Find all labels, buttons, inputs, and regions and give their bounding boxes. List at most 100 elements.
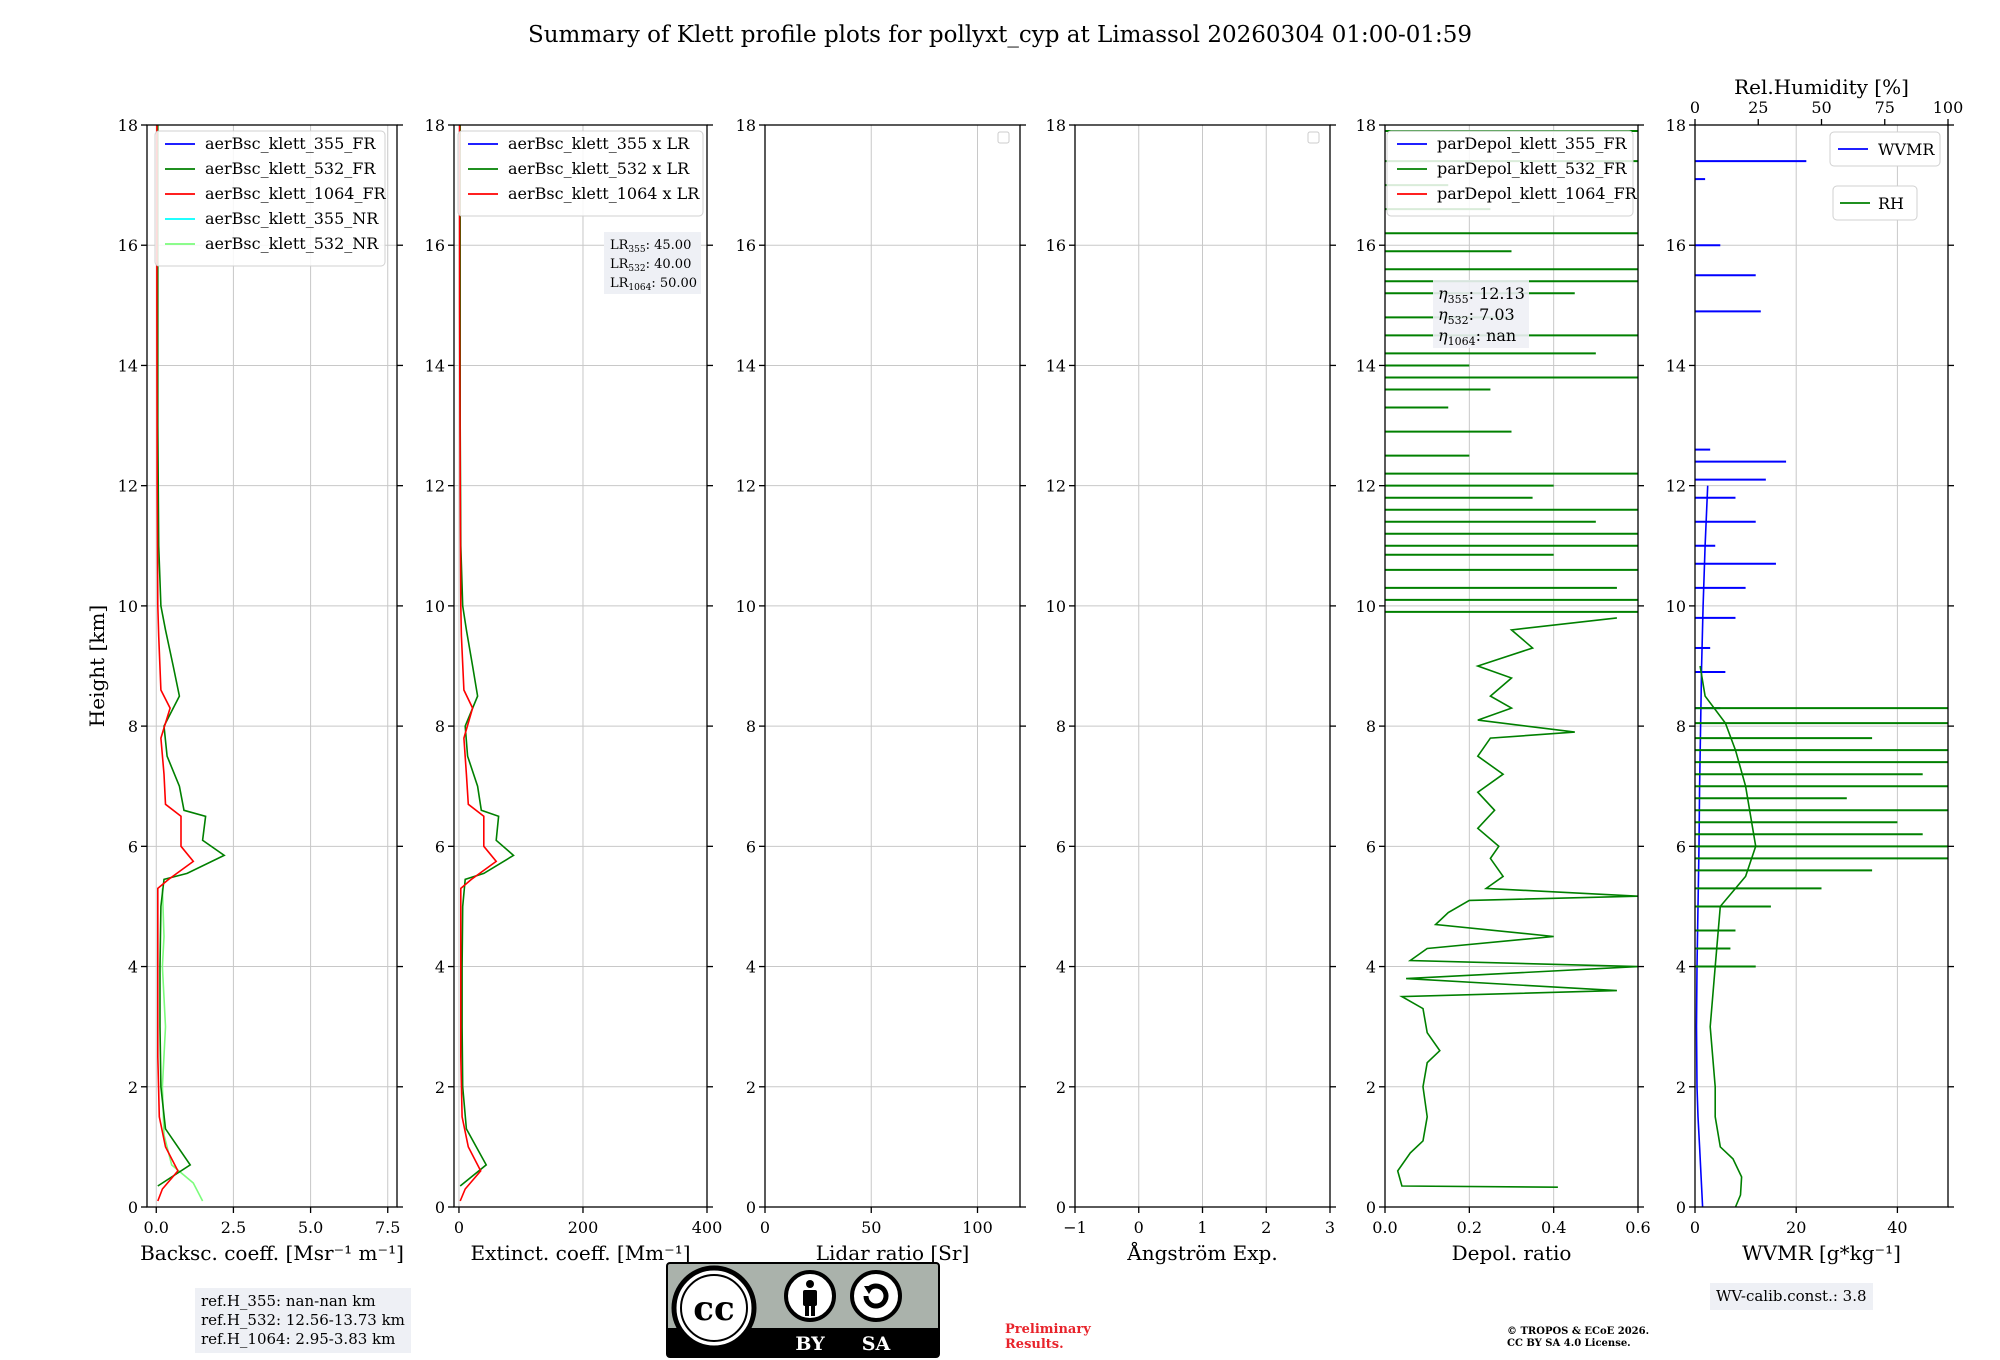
copyright-note: © TROPOS & ECoE 2026. CC BY SA 4.0 Licen… [1507, 1326, 1649, 1350]
legend-box-rh [1832, 185, 1918, 221]
refh-1064: ref.H_1064: 2.95-3.83 km [201, 1330, 396, 1348]
y-tick-label: 10 [1666, 597, 1686, 616]
legend-label: aerBsc_klett_532_NR [205, 234, 379, 253]
y-tick-label: 8 [435, 717, 445, 736]
y-tick-label: 2 [1676, 1078, 1686, 1097]
legend-box [457, 130, 704, 217]
legend-label: aerBsc_klett_355 x LR [508, 134, 690, 153]
x-tick-label: 0.0 [144, 1218, 169, 1237]
empty-legend-box [1307, 131, 1320, 144]
y-tick-label: 14 [118, 356, 138, 375]
panel-dep: 0 2 4 6 8 10 12 14 16 18 0.0 0.2 0.4 0.6 Depol. ratio p… [1356, 116, 1651, 1265]
eta-annotation-line: η532: 7.03 [1438, 305, 1515, 327]
legend-box [154, 130, 386, 267]
legend-label: parDepol_klett_1064_FR [1437, 184, 1638, 203]
x-tick-label: 100 [962, 1218, 993, 1237]
plot-frame [1384, 124, 1639, 1208]
empty-legend-box [997, 131, 1010, 144]
x-tick-label: 0 [1690, 1218, 1700, 1237]
x-tick-label: 5.0 [298, 1218, 323, 1237]
x-tick-label: 0.0 [1372, 1218, 1397, 1237]
copyright-line-1: © TROPOS & ECoE 2026. [1507, 1326, 1650, 1337]
y-tick-label: 4 [128, 958, 138, 977]
legend-label: RH [1878, 194, 1904, 213]
y-tick-label: 16 [118, 236, 138, 255]
lr-annotation-line: LR355: 45.00 [610, 238, 691, 255]
top-x-tick-label: 100 [1933, 98, 1964, 117]
preliminary-line-2: Results. [1005, 1337, 1064, 1352]
y-tick-label: 14 [1046, 356, 1066, 375]
x-axis-label: Depol. ratio [1452, 1241, 1572, 1265]
y-tick-label: 2 [746, 1078, 756, 1097]
y-tick-label: 6 [1366, 837, 1376, 856]
y-tick-label: 18 [118, 116, 138, 135]
eta-annotation-line: η355: 12.13 [1438, 284, 1525, 306]
legend-label: WVMR [1878, 140, 1935, 159]
panel-lr: 0 2 4 6 8 10 12 14 16 18 0 50 100 Lidar ratio [Sr] [736, 116, 1026, 1265]
y-tick-label: 10 [1356, 597, 1376, 616]
top-x-tick-label: 75 [1875, 98, 1895, 117]
x-axis-label: WVMR [g*kg⁻¹] [1742, 1241, 1901, 1265]
x-tick-label: 400 [692, 1218, 723, 1237]
license-sa: SA [862, 1333, 891, 1355]
top-x-tick-label: 50 [1811, 98, 1831, 117]
y-tick-label: 4 [1366, 958, 1376, 977]
preliminary-line-1: Preliminary [1005, 1322, 1091, 1337]
reference-height-box: ref.H_355: nan-nan km ref.H_532: 12.56-1… [195, 1288, 411, 1353]
plot-frame [764, 124, 1021, 1208]
y-axis-label: Height [km] [85, 605, 109, 727]
y-tick-label: 10 [1046, 597, 1066, 616]
eta-annotation-line: η1064: nan [1438, 326, 1516, 348]
x-axis-label: Ångström Exp. [1126, 1240, 1277, 1265]
y-tick-label: 2 [435, 1078, 445, 1097]
y-tick-label: 16 [736, 236, 756, 255]
legend-label: parDepol_klett_355_FR [1437, 134, 1628, 153]
lr-annotation-line: LR1064: 50.00 [610, 276, 697, 293]
y-tick-label: 0 [128, 1198, 138, 1217]
y-tick-label: 18 [736, 116, 756, 135]
x-tick-label: −1 [1063, 1218, 1087, 1237]
x-tick-label: 200 [568, 1218, 599, 1237]
y-tick-label: 6 [746, 837, 756, 856]
y-tick-label: 18 [1046, 116, 1066, 135]
y-tick-label: 0 [1676, 1198, 1686, 1217]
wv-calib-box: WV-calib.const.: 3.8 [1710, 1283, 1873, 1310]
x-tick-label: 0 [454, 1218, 464, 1237]
top-x-axis-label: Rel.Humidity [%] [1734, 75, 1909, 99]
x-tick-label: 1 [1197, 1218, 1207, 1237]
y-tick-label: 8 [746, 717, 756, 736]
series-line [458, 125, 498, 1202]
y-tick-label: 14 [1666, 356, 1686, 375]
y-tick-label: 2 [1366, 1078, 1376, 1097]
figure-title: Summary of Klett profile plots for polly… [527, 22, 1473, 48]
x-tick-label: 2 [1261, 1218, 1271, 1237]
y-tick-label: 18 [1666, 116, 1686, 135]
y-tick-label: 4 [1056, 958, 1066, 977]
y-tick-label: 8 [1366, 717, 1376, 736]
y-tick-label: 0 [435, 1198, 445, 1217]
y-tick-label: 0 [746, 1198, 756, 1217]
x-tick-label: 0.2 [1457, 1218, 1482, 1237]
x-tick-label: 3 [1325, 1218, 1335, 1237]
series-line [161, 888, 204, 1202]
legend-label: aerBsc_klett_532_FR [205, 159, 376, 178]
x-tick-label: 40 [1887, 1218, 1907, 1237]
y-tick-label: 10 [425, 597, 445, 616]
y-tick-label: 14 [425, 356, 445, 375]
y-tick-label: 0 [1366, 1198, 1376, 1217]
y-tick-label: 6 [1676, 837, 1686, 856]
y-tick-label: 8 [1676, 717, 1686, 736]
lr-annotation-box [604, 232, 701, 294]
y-tick-label: 16 [1046, 236, 1066, 255]
y-tick-label: 8 [1056, 717, 1066, 736]
legend-label: aerBsc_klett_355_NR [205, 209, 379, 228]
y-tick-label: 6 [128, 837, 138, 856]
plot-frame [1694, 124, 1949, 1208]
x-tick-label: 0 [1134, 1218, 1144, 1237]
y-tick-label: 12 [1046, 477, 1066, 496]
cc-text: cc [693, 1289, 734, 1329]
